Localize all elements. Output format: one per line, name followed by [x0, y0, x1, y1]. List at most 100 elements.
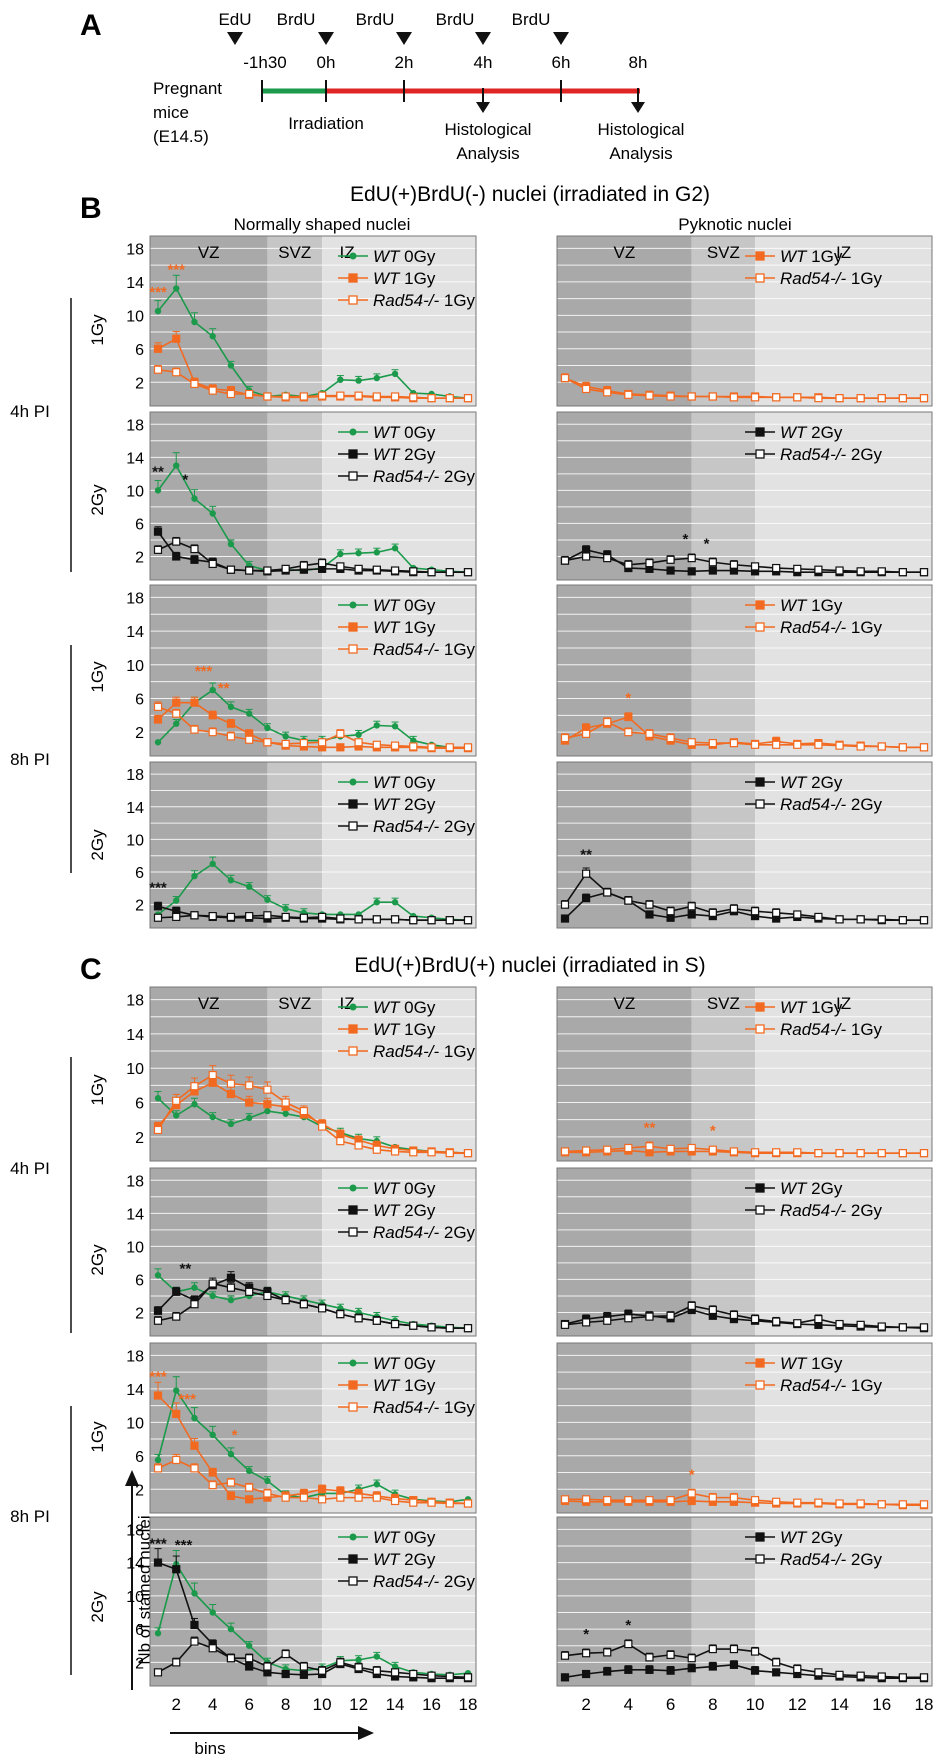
- data-point-rad2: [299, 1662, 308, 1671]
- data-point-rad1: [772, 393, 781, 402]
- data-point-wt0: [337, 550, 344, 558]
- row-label-b-4h: 4h PI: [10, 402, 50, 421]
- time-label-8h: 8h: [629, 53, 648, 72]
- data-point-rad1: [793, 393, 802, 402]
- legend-label-wt2: WT 2Gy: [780, 1528, 843, 1547]
- data-point-wt0: [227, 1450, 235, 1458]
- legend-label-rad1: Rad54-/- 1Gy: [373, 291, 476, 310]
- data-point-rad2: [560, 1651, 570, 1660]
- x-tick-label: 6: [666, 1695, 675, 1714]
- data-point-rad1: [877, 742, 886, 751]
- data-point-rad2: [409, 567, 418, 576]
- analysis-arrow-4h: [476, 102, 490, 113]
- zone-vz-bg: [557, 1343, 692, 1513]
- data-point-rad1: [772, 1497, 781, 1506]
- data-point-rad2: [409, 1669, 418, 1679]
- legend-marker-wt2: [755, 1532, 765, 1542]
- data-point-rad2: [793, 1664, 802, 1674]
- data-point-wt0: [391, 723, 399, 730]
- data-point-rad1: [172, 368, 181, 377]
- y-tick-label: 14: [126, 450, 144, 467]
- data-point-wt0: [245, 1642, 253, 1649]
- data-point-rad1: [354, 1141, 363, 1150]
- legend-label-rad1: Rad54-/- 1Gy: [373, 1042, 476, 1061]
- dose-label-b-8h-2gy: 2Gy: [88, 829, 107, 861]
- data-point-rad2: [427, 1323, 436, 1332]
- data-point-rad1: [898, 394, 907, 403]
- data-point-rad2: [560, 1320, 570, 1329]
- data-point-rad2: [898, 916, 907, 925]
- data-point-rad2: [299, 913, 308, 922]
- zone-svz-bg: [267, 1168, 323, 1336]
- data-point-rad1: [463, 1149, 473, 1158]
- zone-iz-bg: [322, 987, 476, 1161]
- data-point-rad1: [245, 1081, 254, 1090]
- zone-label-svz: SVZ: [278, 994, 311, 1013]
- data-point-rad2: [299, 561, 308, 570]
- panel-letter-c: C: [80, 953, 102, 986]
- legend-marker-rad2: [348, 1227, 358, 1237]
- legend-label-rad2: Rad54-/- 2Gy: [780, 1201, 883, 1220]
- data-point-rad1: [560, 733, 570, 743]
- zone-svz-bg: [691, 236, 756, 406]
- data-point-wt2: [708, 1662, 717, 1671]
- data-point-wt0: [154, 1630, 162, 1637]
- data-point-wt0: [227, 1296, 235, 1304]
- data-point-wt2: [560, 914, 570, 923]
- data-point-wt0: [173, 897, 180, 904]
- panel-frame: [556, 1516, 933, 1687]
- data-point-rad2: [560, 900, 570, 909]
- zone-iz-bg: [755, 987, 932, 1161]
- data-point-wt1: [208, 711, 217, 720]
- data-point-rad2: [582, 1649, 591, 1658]
- panel-frame: [556, 411, 933, 581]
- data-point-rad2: [281, 1295, 290, 1305]
- data-point-wt2: [190, 555, 199, 564]
- data-point-rad1: [318, 738, 327, 747]
- timeline-label-brdu-1: BrdU: [277, 10, 316, 29]
- y-tick-label: 18: [126, 767, 144, 784]
- data-point-rad1: [390, 1147, 400, 1156]
- data-point-wt0: [173, 1387, 180, 1394]
- panel-frame: [556, 761, 933, 929]
- data-point-wt0: [191, 1284, 198, 1291]
- data-point-wt1: [208, 1078, 217, 1087]
- data-point-wt1: [153, 1391, 163, 1400]
- y-tick-label: 2: [135, 375, 144, 392]
- data-point-rad1: [814, 740, 823, 749]
- data-point-rad1: [729, 1493, 739, 1502]
- legend-label-rad1: Rad54-/- 1Gy: [373, 640, 476, 659]
- legend-label-wt1: WT 1Gy: [373, 618, 436, 637]
- zone-vz-bg: [557, 987, 692, 1161]
- data-point-rad1: [645, 1142, 654, 1151]
- mouse-label-line-3: (E14.5): [153, 127, 209, 146]
- data-point-rad2: [226, 912, 236, 922]
- data-point-wt0: [154, 307, 162, 315]
- data-point-rad1: [208, 1480, 217, 1490]
- legend-label-wt2: WT 2Gy: [373, 1201, 436, 1220]
- legend-label-wt1: WT 1Gy: [780, 998, 843, 1017]
- legend-marker-rad2: [348, 471, 358, 481]
- significance-mark: *: [232, 1427, 238, 1444]
- data-point-rad1: [877, 394, 886, 403]
- data-point-wt1: [263, 1100, 272, 1109]
- data-point-wt2: [281, 1669, 290, 1679]
- data-point-wt0: [264, 1107, 271, 1115]
- panel-frame: [556, 1167, 933, 1337]
- legend-label-wt0: WT 0Gy: [373, 596, 436, 615]
- data-point-rad2: [666, 907, 675, 916]
- data-point-wt0: [173, 1112, 180, 1119]
- data-point-rad1: [856, 1149, 865, 1158]
- zone-vz-bg: [557, 236, 692, 406]
- legend-label-wt0: WT 0Gy: [373, 247, 436, 266]
- panel-frame: [149, 235, 477, 407]
- legend-label-rad2: Rad54-/- 2Gy: [780, 1550, 883, 1569]
- legend-label-rad1: Rad54-/- 1Gy: [373, 1398, 476, 1417]
- y-tick-label: 6: [135, 342, 144, 359]
- y-tick-label: 14: [126, 1027, 144, 1044]
- data-point-rad2: [153, 545, 163, 554]
- zone-svz-bg: [691, 762, 756, 928]
- data-point-rad1: [226, 732, 236, 741]
- data-point-rad2: [427, 568, 436, 577]
